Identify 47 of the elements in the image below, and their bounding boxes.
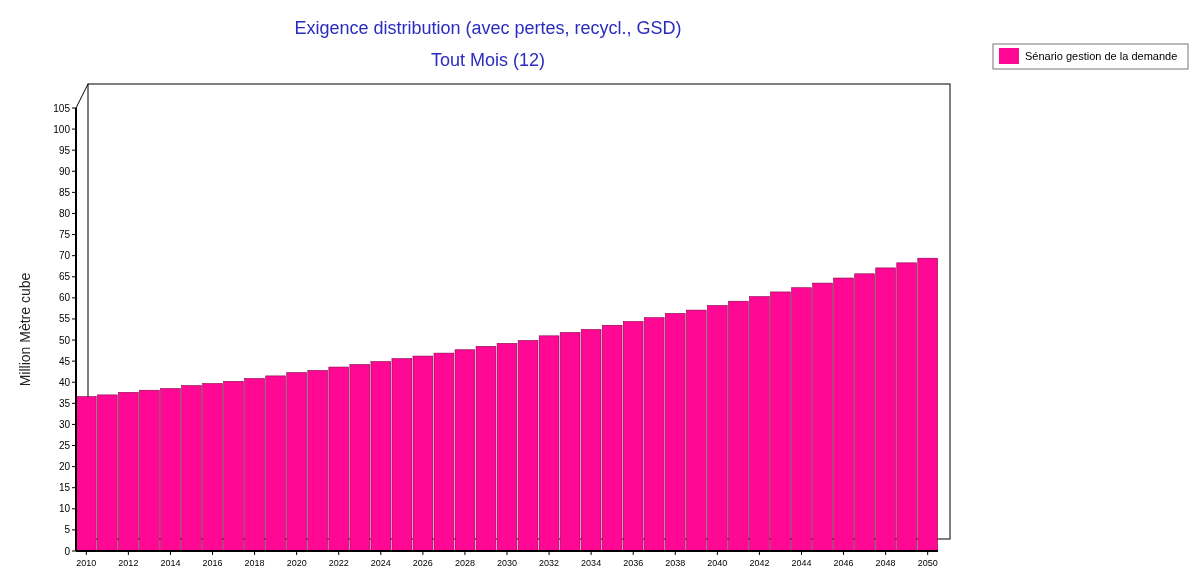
y-tick-label: 90 <box>58 165 71 177</box>
y-tick-label: 40 <box>58 376 71 388</box>
y-tick-label: 105 <box>53 102 71 114</box>
y-tick-label: 60 <box>58 292 71 304</box>
y-tick-label: 70 <box>58 250 71 262</box>
x-tick-label: 2032 <box>539 558 560 568</box>
y-tick-label: 75 <box>58 229 71 241</box>
x-tick-label: 2024 <box>370 558 391 568</box>
y-tick-label: 100 <box>53 123 71 135</box>
x-tick-label: 2044 <box>791 558 812 568</box>
y-tick-label: 35 <box>58 397 71 409</box>
y-tick-label: 55 <box>58 313 71 325</box>
x-tick-label: 2040 <box>707 558 728 568</box>
x-tick-label: 2026 <box>412 558 433 568</box>
x-tick-label: 2050 <box>917 558 938 568</box>
y-tick-label: 30 <box>58 418 71 430</box>
y-tick-label: 0 <box>64 545 71 557</box>
x-tick-label: 2020 <box>286 558 307 568</box>
y-tick-label: 10 <box>58 503 71 515</box>
x-tick-label: 2046 <box>833 558 854 568</box>
legend-label: Sénario gestion de la demande <box>1025 50 1178 62</box>
chart-subtitle: Tout Mois (12) <box>430 50 546 70</box>
x-tick-label: 2042 <box>749 558 770 568</box>
x-tick-label: 2014 <box>160 558 181 568</box>
x-tick-label: 2028 <box>454 558 475 568</box>
x-tick-label: 2012 <box>118 558 139 568</box>
x-tick-label: 2016 <box>202 558 223 568</box>
x-tick-label: 2010 <box>76 558 97 568</box>
y-tick-label: 85 <box>58 186 71 198</box>
x-tick-label: 2048 <box>875 558 896 568</box>
y-tick-label: 25 <box>58 440 71 452</box>
y-axis-title: Million Mètre cube <box>17 272 33 387</box>
x-tick-label: 2030 <box>496 558 518 568</box>
x-tick-label: 2022 <box>328 558 349 568</box>
chart-title: Exigence distribution (avec pertes, recycl., GSD) <box>294 18 682 38</box>
y-tick-label: 65 <box>58 271 71 283</box>
y-tick-label: 50 <box>58 334 71 346</box>
x-tick-label: 2038 <box>665 558 686 568</box>
y-tick-label: 20 <box>58 461 71 473</box>
x-tick-label: 2036 <box>623 558 644 568</box>
y-tick-label: 80 <box>58 207 71 219</box>
y-tick-label: 45 <box>58 355 71 367</box>
y-tick-label: 5 <box>64 524 71 536</box>
x-tick-label: 2018 <box>244 558 265 568</box>
y-tick-label: 15 <box>58 482 71 494</box>
x-tick-label: 2034 <box>581 558 602 568</box>
y-tick-label: 95 <box>58 144 71 156</box>
